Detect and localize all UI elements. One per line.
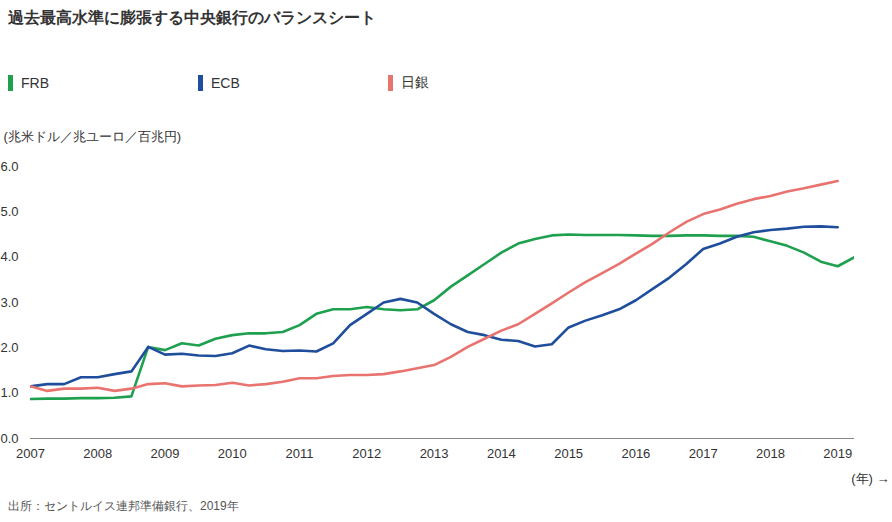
svg-text:2.0: 2.0 bbox=[0, 340, 18, 355]
html-text:FRB: FRB bbox=[21, 75, 49, 91]
svg-text:2017: 2017 bbox=[689, 446, 718, 461]
svg-text:2019: 2019 bbox=[823, 446, 852, 461]
svg-text:2009: 2009 bbox=[151, 446, 180, 461]
svg-text:2008: 2008 bbox=[83, 446, 112, 461]
svg-text:2012: 2012 bbox=[352, 446, 381, 461]
svg-text:2011: 2011 bbox=[286, 446, 314, 461]
svg-text:2010: 2010 bbox=[218, 446, 247, 461]
html-text:過去最高水準に膨張する中央銀行のバランスシート: 過去最高水準に膨張する中央銀行のバランスシート bbox=[8, 9, 376, 26]
html-text:ECB: ECB bbox=[211, 75, 240, 91]
svg-text:2013: 2013 bbox=[420, 446, 449, 461]
svg-text:1.0: 1.0 bbox=[0, 385, 18, 400]
svg-text:3.0: 3.0 bbox=[0, 295, 18, 310]
svg-text:(兆米ドル／兆ユーロ／百兆円): (兆米ドル／兆ユーロ／百兆円) bbox=[4, 129, 182, 144]
svg-text:0.0: 0.0 bbox=[0, 431, 18, 446]
html-text:出所：セントルイス連邦準備銀行、2019年: 出所：セントルイス連邦準備銀行、2019年 bbox=[8, 499, 239, 513]
svg-text:4.0: 4.0 bbox=[0, 249, 18, 264]
svg-text:2016: 2016 bbox=[621, 446, 650, 461]
svg-text:2015: 2015 bbox=[554, 446, 583, 461]
svg-text:6.0: 6.0 bbox=[0, 159, 18, 174]
html-text:日銀: 日銀 bbox=[401, 74, 429, 90]
svg-text:2018: 2018 bbox=[756, 446, 785, 461]
svg-text:2007: 2007 bbox=[16, 446, 45, 461]
svg-text:2014: 2014 bbox=[487, 446, 516, 461]
svg-text:5.0: 5.0 bbox=[0, 204, 18, 219]
svg-text:(年) →: (年) → bbox=[851, 471, 889, 486]
